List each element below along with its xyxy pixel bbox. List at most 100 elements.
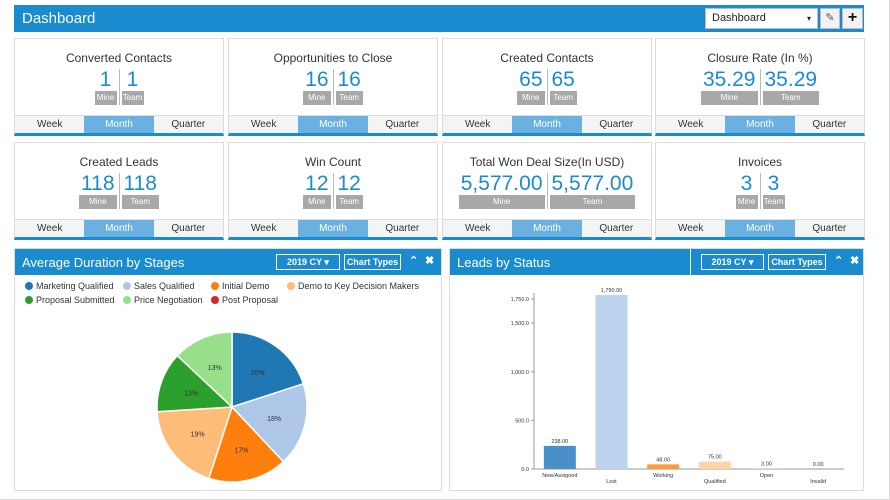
duration-chart-types-label: Chart Types <box>346 257 399 267</box>
bar-value-label: 75.00 <box>708 455 722 461</box>
legend-label: Marketing Qualified <box>36 281 114 291</box>
team-value[interactable]: 35.29 <box>764 68 818 91</box>
bar[interactable] <box>595 295 628 469</box>
team-value[interactable]: 5,577.00 <box>551 172 634 195</box>
tab-month[interactable]: Month <box>298 115 368 133</box>
metric-title: Total Won Deal Size(In USD) <box>469 155 625 169</box>
bar-chart: 0.0 500.0 1,000.0 1,500.0 1,750.0 238.00 New/A… <box>511 288 844 485</box>
tab-month[interactable]: Month <box>84 219 154 237</box>
mine-value[interactable]: 12 <box>305 172 329 195</box>
mine-column: 12 Mine <box>301 173 332 209</box>
pie-slice[interactable] <box>176 331 233 409</box>
pie-slice-label: 18% <box>267 416 281 423</box>
tab-week[interactable]: Week <box>229 219 299 237</box>
bar[interactable] <box>698 461 731 469</box>
metric-values: 3 Mine 3 Team <box>656 173 864 209</box>
collapse-icon[interactable]: ⌃ <box>834 255 844 267</box>
team-tag: Team <box>335 195 363 209</box>
tab-week[interactable]: Week <box>656 219 726 237</box>
leads-panel-title: Leads by Status <box>457 255 551 270</box>
x-tick-label: Open <box>760 473 773 479</box>
legend-item[interactable]: Sales Qualified <box>123 281 195 291</box>
tab-week[interactable]: Week <box>229 115 299 133</box>
team-value[interactable]: 16 <box>337 68 361 91</box>
legend-item[interactable]: Demo to Key Decision Makers <box>287 281 419 291</box>
tab-quarter[interactable]: Quarter <box>581 219 651 237</box>
mine-value[interactable]: 35.29 <box>702 68 756 91</box>
leads-year-value: 2019 CY <box>711 257 747 267</box>
add-widget-button[interactable]: + <box>842 8 863 29</box>
tab-quarter[interactable]: Quarter <box>794 115 864 133</box>
metric-values: 65 Mine 65 Team <box>443 69 651 105</box>
tab-quarter[interactable]: Quarter <box>367 219 437 237</box>
pie-slice[interactable] <box>231 331 305 409</box>
period-tabs: Week Month Quarter <box>443 115 651 133</box>
legend-item[interactable]: Post Proposal <box>211 295 278 305</box>
team-tag: Team <box>121 195 159 209</box>
legend-label: Initial Demo <box>222 281 270 291</box>
tab-quarter[interactable]: Quarter <box>794 219 864 237</box>
tab-week[interactable]: Week <box>15 219 85 237</box>
bar[interactable] <box>543 445 576 469</box>
tab-month[interactable]: Month <box>725 219 795 237</box>
collapse-icon[interactable]: ⌃ <box>409 255 419 267</box>
tab-quarter[interactable]: Quarter <box>153 219 223 237</box>
metric-tile: Opportunities to Close 16 Mine 16 Team W… <box>228 38 438 136</box>
tab-quarter[interactable]: Quarter <box>367 115 437 133</box>
tab-week[interactable]: Week <box>443 115 513 133</box>
leads-chart-types-button[interactable]: Chart Types <box>768 254 826 270</box>
bar[interactable] <box>647 464 680 469</box>
mine-value[interactable]: 5,577.00 <box>460 172 543 195</box>
leads-panel: Leads by Status 2019 CY ▾ Chart Types ⌃ … <box>449 248 864 491</box>
duration-chart-types-button[interactable]: Chart Types <box>344 254 401 270</box>
tab-quarter[interactable]: Quarter <box>581 115 651 133</box>
mine-value[interactable]: 1 <box>99 68 112 91</box>
leads-year-select[interactable]: 2019 CY ▾ <box>701 254 764 270</box>
tab-month[interactable]: Month <box>84 115 154 133</box>
legend-dot <box>123 296 131 304</box>
tab-quarter[interactable]: Quarter <box>153 115 223 133</box>
team-value[interactable]: 65 <box>551 68 575 91</box>
mine-tag: Mine <box>303 91 331 105</box>
pie-slice[interactable] <box>156 406 234 480</box>
legend-item[interactable]: Initial Demo <box>211 281 270 291</box>
mine-column: 3 Mine <box>734 173 760 209</box>
mine-value[interactable]: 16 <box>305 68 329 91</box>
dashboard-select[interactable]: Dashboard ▾ <box>705 8 818 29</box>
tab-week[interactable]: Week <box>15 115 85 133</box>
team-value[interactable]: 118 <box>123 172 157 195</box>
tab-month[interactable]: Month <box>512 115 582 133</box>
tab-month[interactable]: Month <box>512 219 582 237</box>
legend-item[interactable]: Marketing Qualified <box>25 281 114 291</box>
team-value[interactable]: 1 <box>126 68 139 91</box>
tab-week[interactable]: Week <box>656 115 726 133</box>
tab-month[interactable]: Month <box>298 219 368 237</box>
mine-value[interactable]: 65 <box>519 68 543 91</box>
edit-dashboard-button[interactable]: ✎ <box>820 8 840 29</box>
close-icon[interactable]: ✖ <box>850 255 860 267</box>
pie-slice[interactable] <box>207 405 285 483</box>
team-value[interactable]: 3 <box>767 172 780 195</box>
metric-values: 118 Mine 118 Team <box>15 173 223 209</box>
period-tabs: Week Month Quarter <box>443 219 651 237</box>
team-value[interactable]: 12 <box>337 172 361 195</box>
duration-year-select[interactable]: 2019 CY ▾ <box>276 254 340 270</box>
pie-chart: 20% 18% 17% 19% 13% 13% <box>156 331 308 483</box>
legend-item[interactable]: Proposal Submitted <box>25 295 115 305</box>
pie-slice[interactable] <box>230 382 308 463</box>
mine-value[interactable]: 3 <box>740 172 753 195</box>
pie-slice-label: 20% <box>251 370 265 377</box>
tab-month[interactable]: Month <box>725 115 795 133</box>
edit-icon: ✎ <box>825 12 835 24</box>
x-tick-label: Lost <box>606 479 617 485</box>
duration-panel-title: Average Duration by Stages <box>22 255 185 270</box>
legend-dot <box>123 282 131 290</box>
close-icon[interactable]: ✖ <box>425 255 435 267</box>
mine-value[interactable]: 118 <box>81 172 115 195</box>
metric-title: Invoices <box>737 155 783 169</box>
mine-column: 5,577.00 Mine <box>457 173 547 209</box>
tab-week[interactable]: Week <box>443 219 513 237</box>
pie-slice[interactable] <box>156 354 234 413</box>
period-tabs: Week Month Quarter <box>229 219 437 237</box>
legend-item[interactable]: Price Negotiation <box>123 295 203 305</box>
